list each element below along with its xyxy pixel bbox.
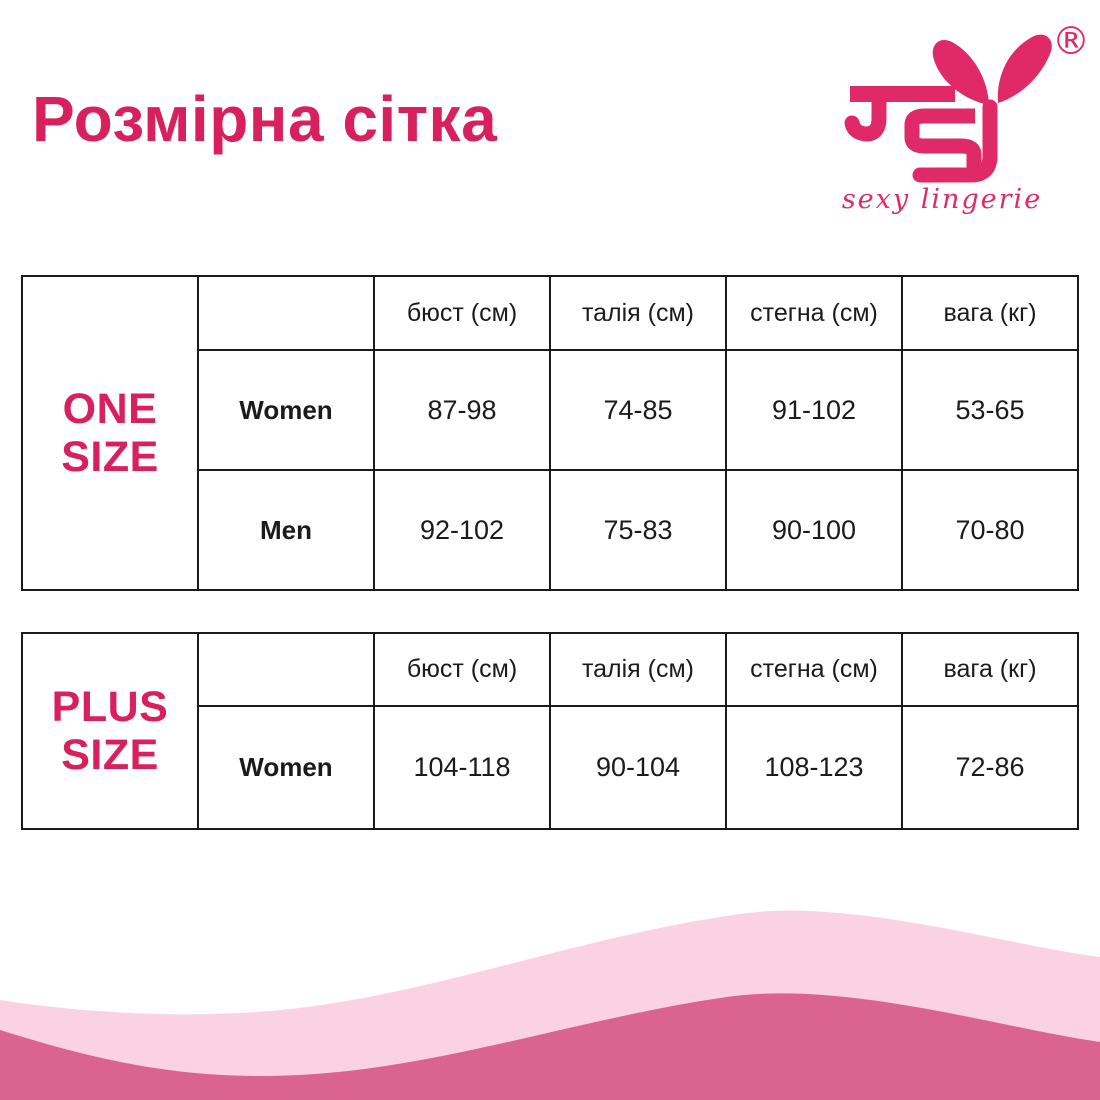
- value-cell: 70-80: [901, 469, 1079, 591]
- column-header-waist: талія (см): [549, 632, 727, 707]
- wave-dark-shape: [0, 993, 1100, 1100]
- table-row-men: Men 92-102 75-83 90-100 70-80: [22, 469, 1079, 591]
- size-group-label-one-size: ONE SIZE: [21, 275, 199, 591]
- size-group-label-plus-size: PLUS SIZE: [21, 632, 199, 830]
- registered-trademark-icon: ®: [1052, 19, 1090, 63]
- value-cell: 90-100: [725, 469, 903, 591]
- table-row-women: Women 87-98 74-85 91-102 53-65: [22, 349, 1079, 471]
- value-cell: 108-123: [725, 705, 903, 830]
- letter-j-hook-shape: [844, 92, 887, 142]
- letter-j-bar-shape: [850, 86, 955, 102]
- column-header-weight: вага (кг): [901, 275, 1079, 351]
- size-label-line: SIZE: [61, 433, 159, 481]
- row-label-women: Women: [197, 705, 375, 830]
- column-header-weight: вага (кг): [901, 632, 1079, 707]
- row-label-men: Men: [197, 469, 375, 591]
- footer-wave-decoration: [0, 860, 1100, 1100]
- table-row-women: Women 104-118 90-104 108-123 72-86: [22, 705, 1079, 830]
- value-cell: 74-85: [549, 349, 727, 471]
- letter-y-stem-shape: [912, 99, 998, 183]
- page-title: Розмірна сітка: [32, 83, 498, 155]
- column-header-hips: стегна (см): [725, 275, 903, 351]
- bunny-ear-right-icon: [997, 34, 1052, 103]
- value-cell: 75-83: [549, 469, 727, 591]
- column-header-hips: стегна (см): [725, 632, 903, 707]
- size-label-line: PLUS: [51, 682, 169, 731]
- letter-s-shape: [904, 108, 982, 169]
- size-label-line: ONE: [62, 384, 158, 433]
- value-cell: 92-102: [373, 469, 551, 591]
- row-label-women: Women: [197, 349, 375, 471]
- brand-logo: ® sexy lingerie: [838, 12, 1090, 217]
- value-cell: 104-118: [373, 705, 551, 830]
- one-size-table: ONE SIZE бюст (см) талія (см) стегна (см…: [21, 275, 1079, 591]
- value-cell: 53-65: [901, 349, 1079, 471]
- column-header-bust: бюст (см): [373, 275, 551, 351]
- brand-tagline: sexy lingerie: [842, 184, 1042, 215]
- corner-cell: [197, 275, 375, 351]
- jsy-logo-icon: ® sexy lingerie: [842, 19, 1090, 215]
- plus-size-table: PLUS SIZE бюст (см) талія (см) стегна (с…: [21, 632, 1079, 830]
- size-label-line: SIZE: [61, 731, 159, 779]
- value-cell: 91-102: [725, 349, 903, 471]
- bunny-ear-left-icon: [932, 39, 989, 105]
- column-header-waist: талія (см): [549, 275, 727, 351]
- value-cell: 90-104: [549, 705, 727, 830]
- value-cell: 72-86: [901, 705, 1079, 830]
- wave-icon: [0, 910, 1100, 1100]
- corner-cell: [197, 632, 375, 707]
- value-cell: 87-98: [373, 349, 551, 471]
- column-header-bust: бюст (см): [373, 632, 551, 707]
